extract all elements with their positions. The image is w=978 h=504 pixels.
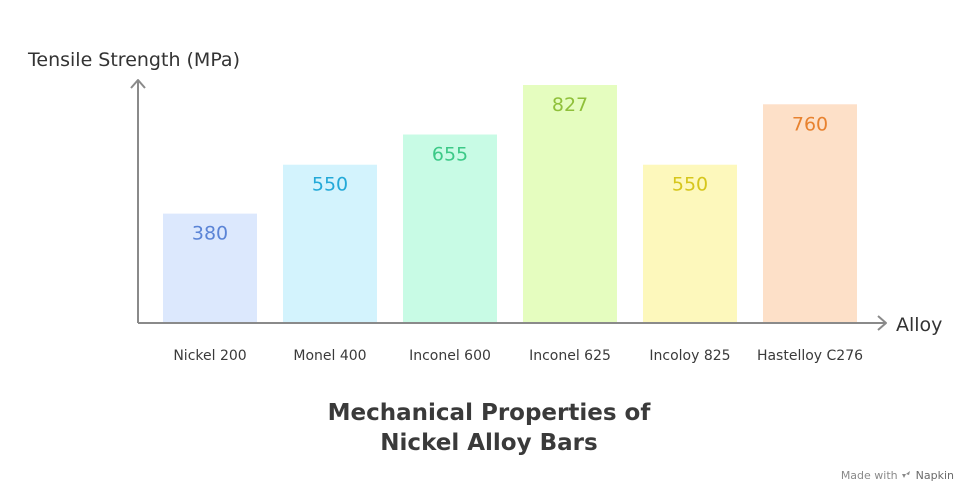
bar-0	[163, 213, 257, 323]
chart-title-line-2: Nickel Alloy Bars	[380, 430, 598, 456]
x-axis-arrow	[877, 315, 887, 331]
value-label-0: 380	[192, 223, 228, 245]
value-label-2: 655	[432, 143, 468, 165]
y-axis-label: Tensile Strength (MPa)	[28, 49, 240, 71]
chart-title-line-1: Mechanical Properties of	[327, 400, 651, 426]
tick-label-4: Incoloy 825	[649, 348, 730, 364]
made-with-text: Made with	[840, 469, 898, 482]
tick-label-5: Hastelloy C276	[757, 348, 863, 364]
value-label-5: 760	[792, 113, 828, 135]
value-label-1: 550	[312, 174, 348, 196]
attribution: Made with Napkin	[841, 469, 954, 482]
tick-labels-group: Nickel 200 Monel 400 Inconel 600 Inconel 62…	[173, 348, 863, 364]
value-labels-group: 380 550 655 827 550 760	[192, 94, 828, 245]
bar-2	[403, 134, 497, 323]
bar-5	[763, 104, 857, 323]
bars-group	[163, 85, 857, 323]
value-label-4: 550	[672, 174, 708, 196]
y-axis-arrow	[130, 79, 146, 89]
value-label-3: 827	[552, 94, 588, 116]
tick-label-0: Nickel 200	[173, 348, 246, 364]
bar-3	[523, 85, 617, 323]
bar-1	[283, 164, 377, 323]
tick-label-3: Inconel 625	[529, 348, 611, 364]
tick-label-1: Monel 400	[293, 348, 366, 364]
brand-name: Napkin	[915, 469, 954, 482]
napkin-logo-icon	[901, 469, 916, 482]
chart-title: Mechanical Properties of Nickel Alloy Ba…	[0, 398, 978, 458]
x-axis-label: Alloy	[896, 314, 943, 336]
bar-4	[643, 164, 737, 323]
tick-label-2: Inconel 600	[409, 348, 491, 364]
